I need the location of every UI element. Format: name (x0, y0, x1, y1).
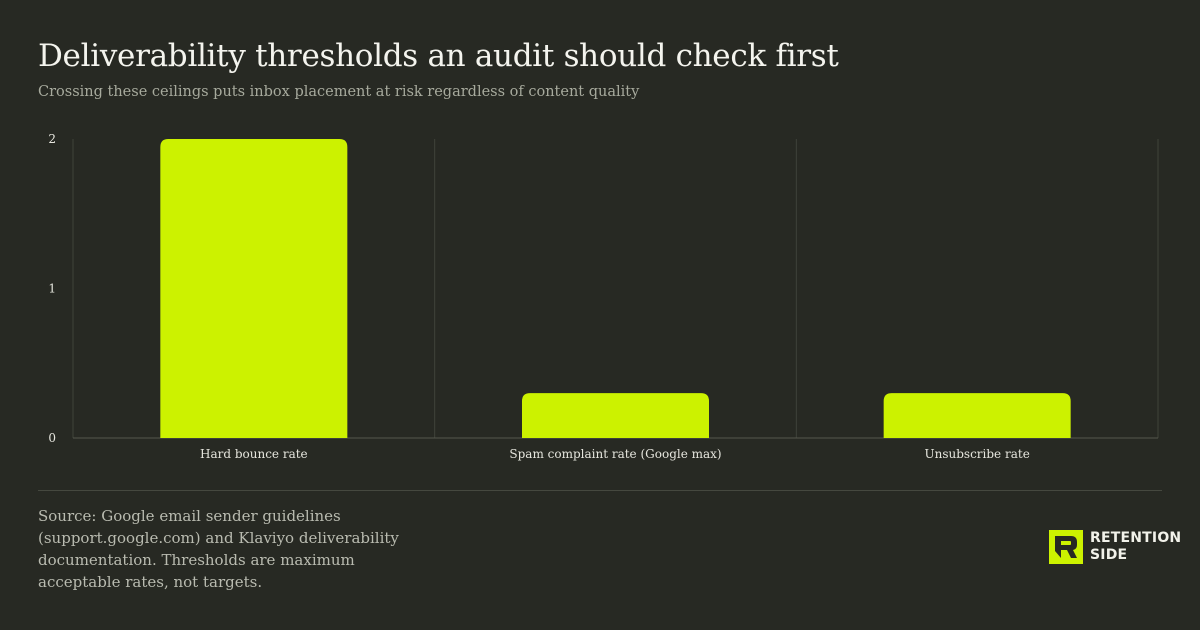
chart-title: Deliverability thresholds an audit shoul… (38, 38, 839, 74)
x-category-label: Unsubscribe rate (925, 447, 1030, 461)
retention-side-logo: RETENTION SIDE (1049, 530, 1181, 564)
y-tick-label: 0 (48, 431, 56, 445)
bar-spam-complaint-rate-google-max (522, 393, 709, 438)
source-note: Source: Google email sender guidelines (… (38, 507, 399, 591)
bar-hard-bounce-rate (160, 139, 348, 438)
x-category-label: Spam complaint rate (Google max) (509, 447, 721, 461)
x-category-label: Hard bounce rate (200, 447, 308, 461)
logo-wordmark: RETENTION SIDE (1090, 530, 1181, 564)
bar-chart: 0 1 2 Hard bounce rate Spam complaint rate (… (48, 132, 1159, 461)
chart-subtitle: Crossing these ceilings puts inbox place… (38, 84, 640, 100)
logo-line-2: SIDE (1090, 547, 1128, 563)
bar-unsubscribe-rate (883, 393, 1071, 438)
y-tick-label: 2 (48, 132, 56, 146)
logo-line-1: RETENTION (1090, 530, 1182, 546)
retention-side-logo-mark-icon (1049, 530, 1083, 564)
y-tick-label: 1 (48, 282, 56, 296)
footer-divider (38, 490, 1162, 491)
